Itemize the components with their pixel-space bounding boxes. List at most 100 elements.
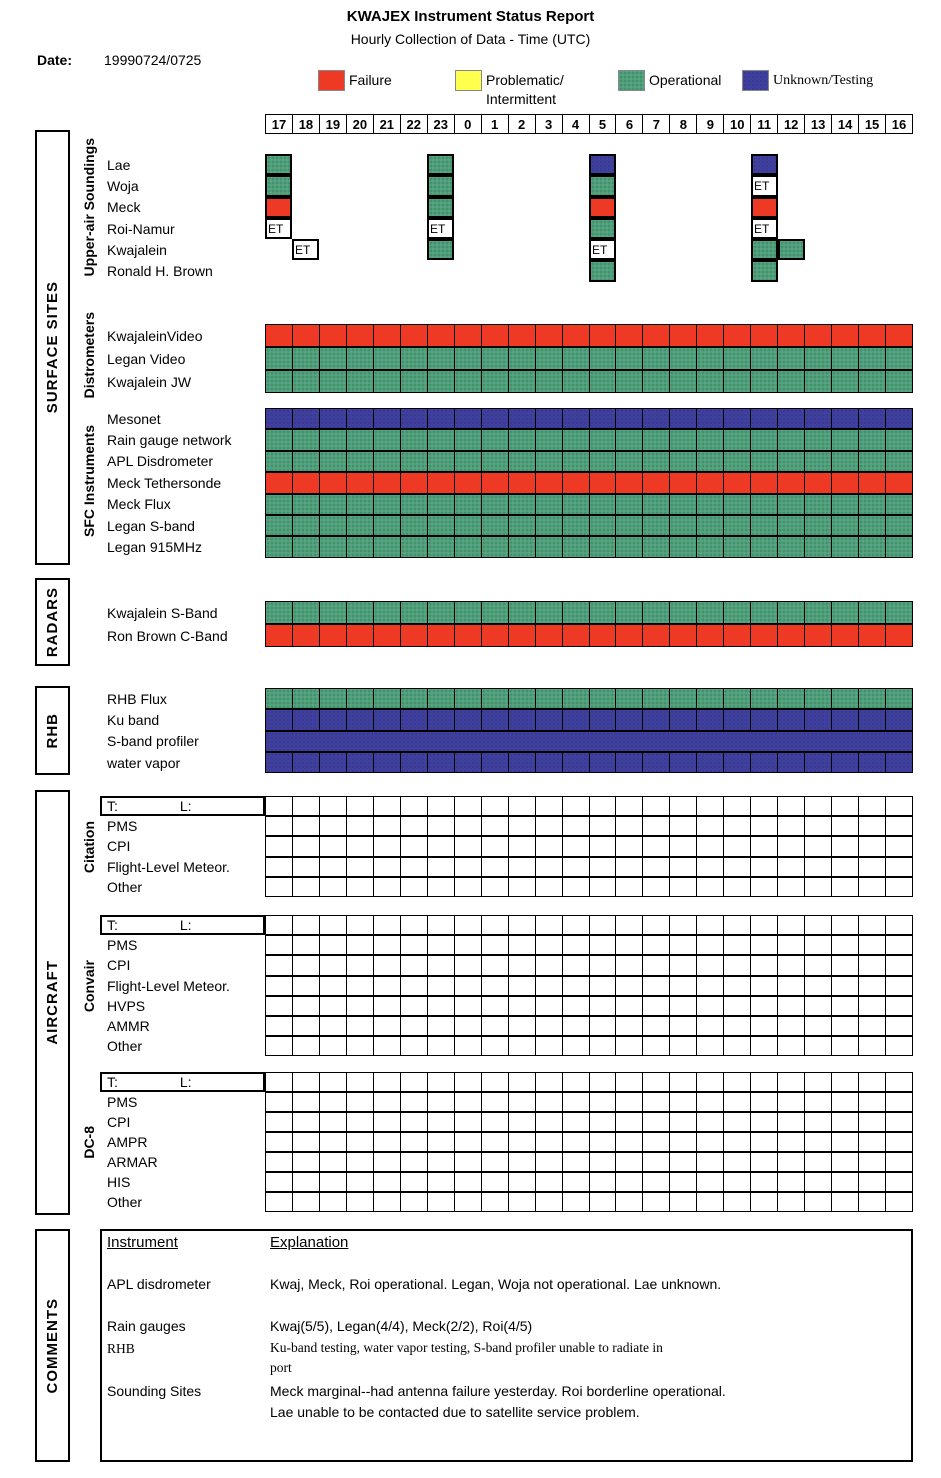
status-cell [670, 325, 697, 346]
status-cell [266, 752, 292, 773]
status-cell [373, 451, 400, 472]
status-cell [427, 451, 454, 472]
status-cell [266, 473, 292, 493]
empty-cell [832, 1153, 859, 1171]
empty-cell [778, 996, 805, 1015]
blank-cell [373, 218, 400, 239]
status-cell [697, 752, 724, 773]
status-cell [562, 752, 589, 773]
aircraft-time-location-box: T: L: [100, 915, 265, 936]
status-cell [454, 371, 481, 392]
empty-cell [805, 996, 832, 1015]
blank-cell [319, 154, 346, 175]
grid-row: HIS [100, 1172, 913, 1192]
empty-cell [427, 1113, 454, 1131]
empty-cell [400, 817, 427, 836]
empty-cell [697, 976, 724, 995]
empty-cell [346, 857, 373, 876]
empty-cell [751, 1037, 778, 1056]
row-grid [265, 1072, 913, 1092]
empty-cell [508, 1093, 535, 1111]
empty-cell [643, 1016, 670, 1036]
empty-cell [346, 996, 373, 1015]
empty-cell [832, 916, 859, 935]
status-cell [346, 451, 373, 472]
status-cell [832, 371, 859, 392]
empty-cell [266, 1037, 292, 1056]
empty-cell [481, 1153, 508, 1171]
sfc-instruments-group-label: SFC Instruments [78, 400, 100, 562]
row-grid [265, 370, 913, 393]
empty-cell [508, 1133, 535, 1151]
empty-cell [886, 1113, 912, 1131]
legend-item-failure: Failure [318, 70, 392, 91]
status-cell [886, 473, 912, 493]
status-cell [724, 371, 751, 392]
empty-cell [562, 797, 589, 816]
empty-cell [886, 817, 912, 836]
comments-side-label: COMMENTS [35, 1229, 70, 1462]
empty-cell [805, 1173, 832, 1191]
empty-cell [589, 837, 616, 856]
row-grid [265, 1172, 913, 1192]
status-cell [724, 430, 751, 450]
status-cell [643, 515, 670, 536]
grid-row: Woja ET [100, 175, 913, 197]
status-cell [562, 625, 589, 646]
row-grid [265, 1152, 913, 1172]
empty-cell [670, 1073, 697, 1091]
empty-cell [373, 797, 400, 816]
empty-cell [616, 857, 643, 876]
row-label: Ku band [107, 711, 160, 728]
blank-cell [643, 154, 670, 175]
blank-cell [292, 260, 319, 281]
empty-cell [400, 837, 427, 856]
citation-text: Citation [81, 820, 97, 874]
blank-cell [778, 197, 805, 218]
status-cell [751, 239, 778, 261]
blank-cell [508, 239, 535, 260]
grid-row: Ku band [100, 709, 913, 731]
empty-cell [508, 837, 535, 856]
status-cell [562, 451, 589, 472]
empty-cell [508, 1016, 535, 1036]
blank-cell [346, 218, 373, 239]
empty-cell [400, 1113, 427, 1131]
status-cell [886, 409, 912, 429]
empty-cell [778, 916, 805, 935]
empty-cell [589, 857, 616, 876]
empty-cell [266, 797, 292, 816]
status-cell [859, 625, 886, 646]
status-cell [805, 515, 832, 536]
status-cell [832, 325, 859, 346]
empty-cell [778, 1093, 805, 1111]
empty-cell [266, 1193, 292, 1211]
status-cell [670, 689, 697, 709]
hour-header-cell: 17 [266, 115, 292, 133]
empty-cell [481, 857, 508, 876]
empty-cell [859, 936, 886, 955]
hour-header-cell: 18 [292, 115, 319, 133]
empty-cell [508, 857, 535, 876]
hour-header-cell: 23 [427, 115, 454, 133]
status-cell [508, 494, 535, 514]
empty-cell [292, 1093, 319, 1111]
empty-cell [751, 916, 778, 935]
radars-text: RADARS [44, 586, 61, 658]
empty-cell [697, 1193, 724, 1211]
empty-cell [373, 936, 400, 955]
empty-cell [535, 797, 562, 816]
empty-cell [373, 1133, 400, 1151]
status-cell [427, 325, 454, 346]
empty-cell [643, 817, 670, 836]
empty-cell [859, 1173, 886, 1191]
blank-cell [292, 154, 319, 175]
empty-cell [319, 936, 346, 955]
status-cell [508, 752, 535, 773]
comment-instrument: APL disdrometer [107, 1276, 211, 1292]
hour-header-cell: 22 [400, 115, 427, 133]
status-cell [751, 494, 778, 514]
empty-cell [427, 916, 454, 935]
empty-cell [724, 877, 751, 896]
empty-cell [643, 1093, 670, 1111]
